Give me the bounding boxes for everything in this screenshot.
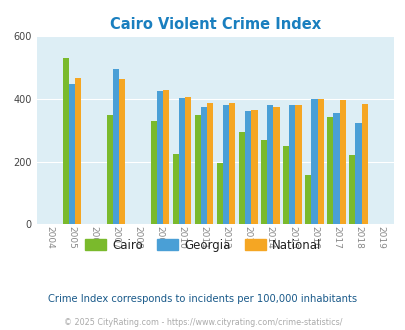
Bar — [68, 84, 75, 224]
Bar — [173, 154, 179, 224]
Bar — [326, 117, 333, 224]
Bar — [200, 107, 207, 224]
Bar — [179, 98, 185, 224]
Bar — [289, 105, 295, 224]
Bar — [185, 97, 191, 224]
Bar — [107, 115, 113, 224]
Bar — [216, 163, 223, 224]
Title: Cairo Violent Crime Index: Cairo Violent Crime Index — [109, 17, 320, 32]
Bar — [157, 91, 163, 224]
Bar — [207, 103, 213, 224]
Bar — [266, 105, 273, 224]
Bar — [295, 105, 301, 224]
Bar — [311, 99, 317, 224]
Bar — [62, 58, 68, 224]
Bar — [361, 104, 367, 224]
Bar — [119, 79, 125, 224]
Bar — [273, 107, 279, 224]
Bar — [339, 100, 345, 224]
Legend: Cairo, Georgia, National: Cairo, Georgia, National — [80, 234, 325, 256]
Bar — [113, 69, 119, 224]
Bar — [354, 123, 361, 224]
Bar — [348, 155, 354, 224]
Bar — [239, 132, 245, 224]
Bar — [282, 146, 289, 224]
Bar — [194, 115, 200, 224]
Bar — [150, 121, 157, 224]
Bar — [229, 103, 235, 224]
Bar — [333, 113, 339, 224]
Text: © 2025 CityRating.com - https://www.cityrating.com/crime-statistics/: © 2025 CityRating.com - https://www.city… — [64, 318, 341, 327]
Bar — [75, 78, 81, 224]
Bar — [317, 99, 323, 224]
Bar — [245, 111, 251, 224]
Text: Crime Index corresponds to incidents per 100,000 inhabitants: Crime Index corresponds to incidents per… — [48, 294, 357, 304]
Bar — [305, 175, 311, 224]
Bar — [260, 140, 266, 224]
Bar — [163, 90, 169, 224]
Bar — [223, 105, 229, 224]
Bar — [251, 110, 257, 224]
